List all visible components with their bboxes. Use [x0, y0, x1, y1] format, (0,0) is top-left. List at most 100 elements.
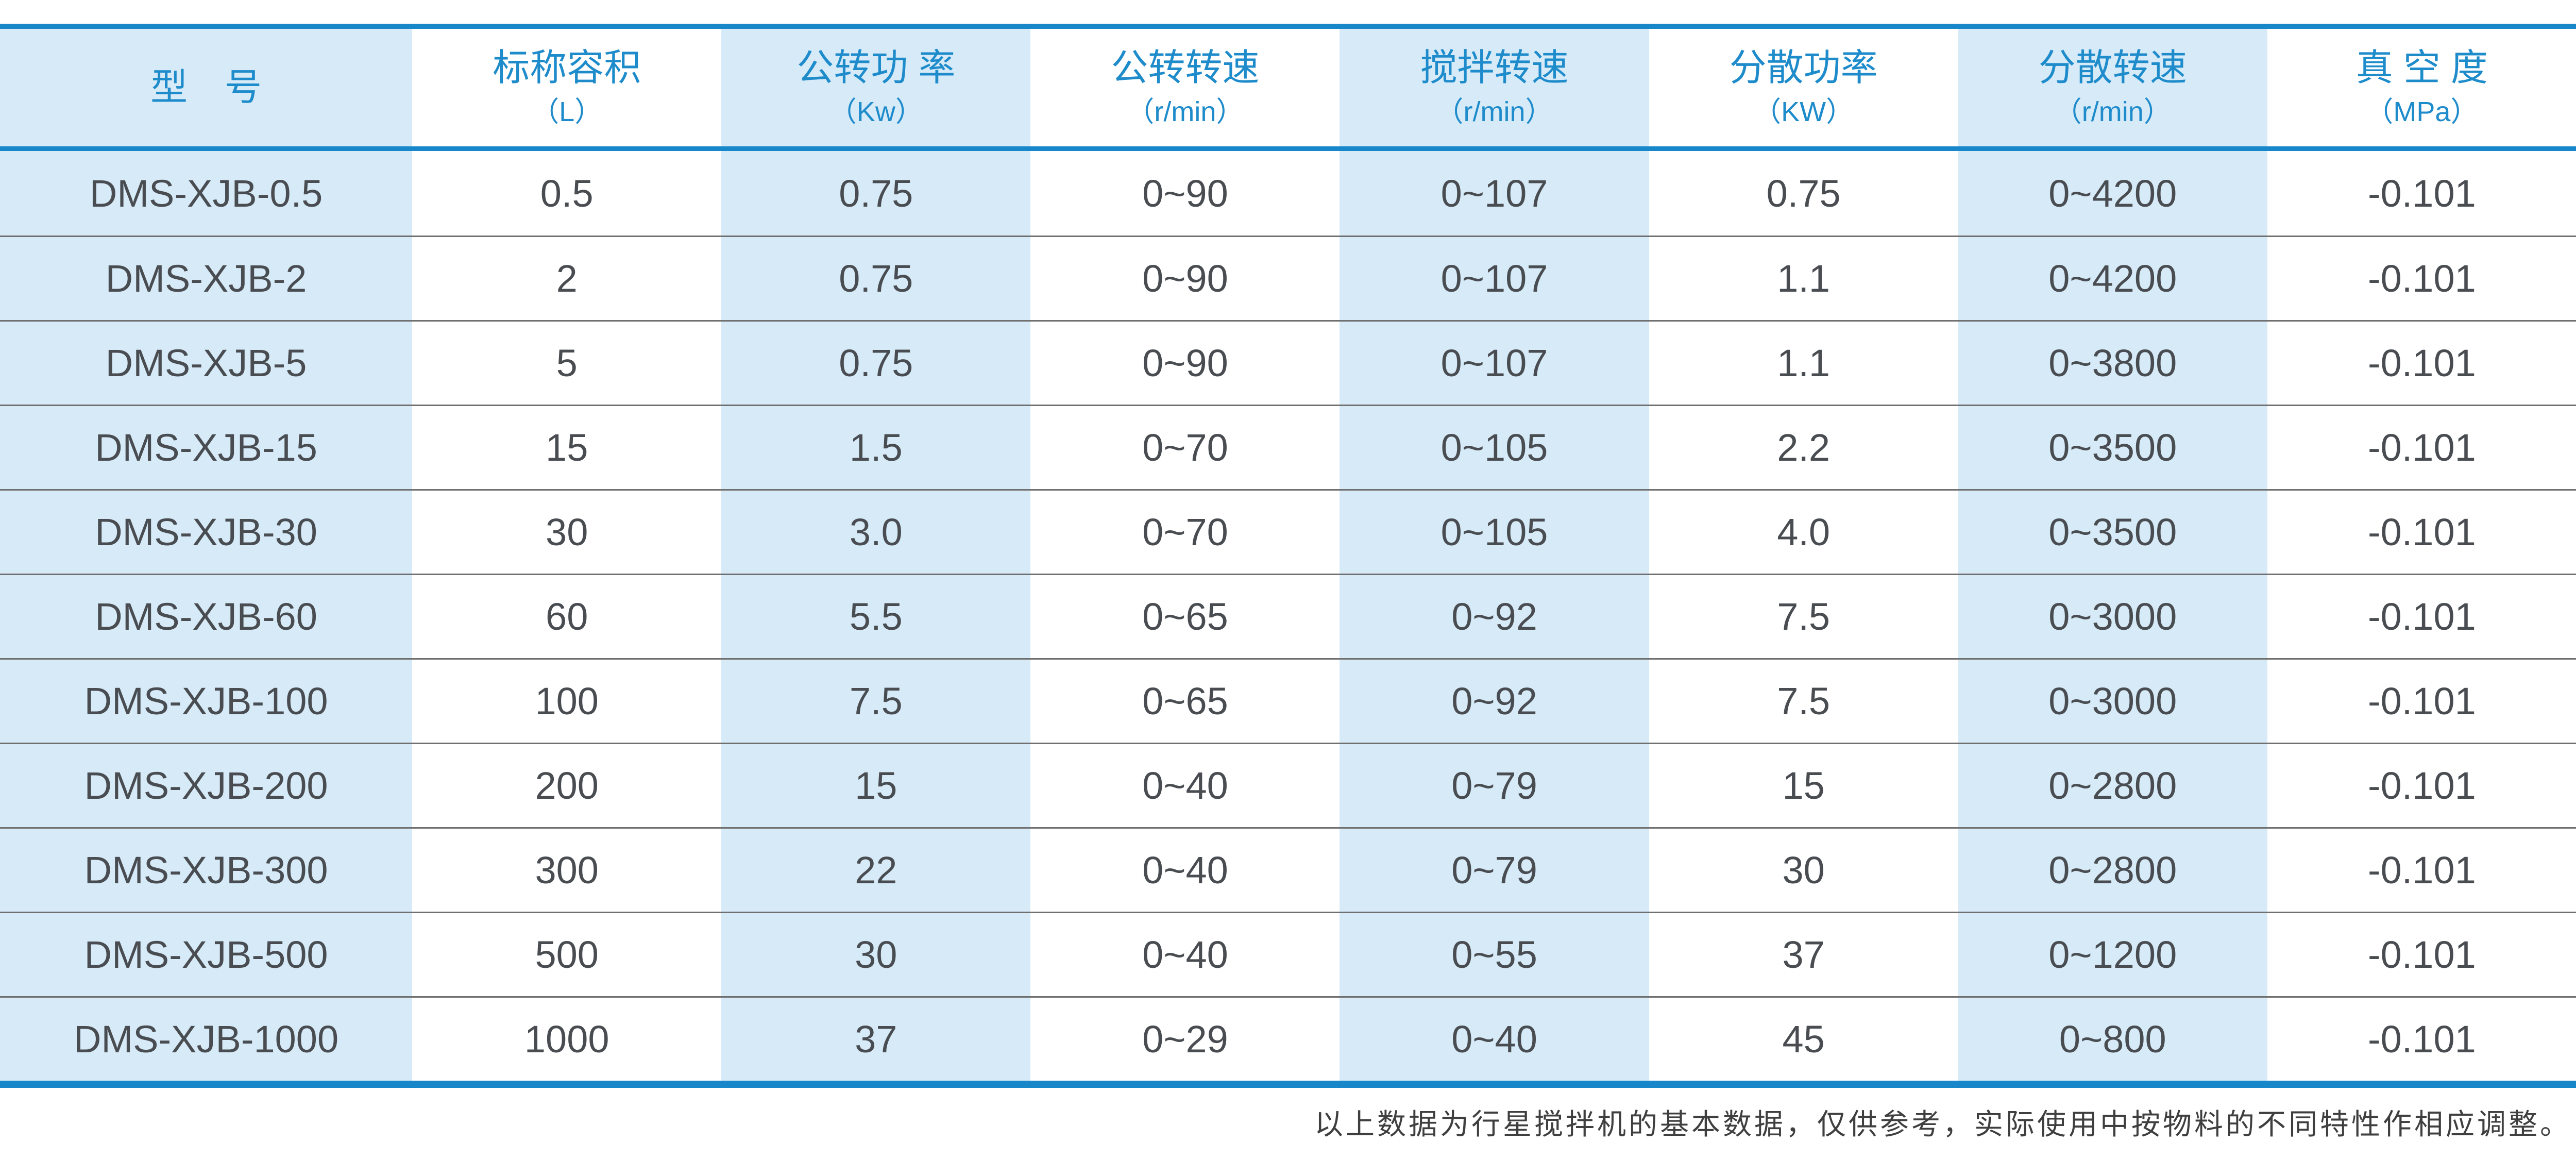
model-cell: DMS-XJB-200	[0, 744, 413, 827]
model-cell: DMS-XJB-2	[0, 237, 413, 320]
table-body: DMS-XJB-0.5 0.5 0.75 0~90 0~107 0.75 0~4200 -0.…	[0, 151, 2576, 1081]
value-cell: 0~90	[1030, 151, 1340, 236]
value-cell: 0~92	[1340, 575, 1649, 658]
col-header-model: 型 号	[0, 29, 413, 146]
col-header-dispersion-speed: 分散转速 （r/min）	[1958, 29, 2267, 146]
value-cell: 30	[721, 913, 1031, 996]
value-cell: -0.101	[2267, 237, 2576, 320]
value-cell: 22	[721, 829, 1031, 912]
value-cell: 4.0	[1649, 491, 1958, 574]
table-row: DMS-XJB-200 200 15 0~40 0~79 15 0~2800 -0.101	[0, 743, 2576, 827]
value-cell: 0~107	[1340, 151, 1649, 236]
value-cell: 0~107	[1340, 322, 1649, 405]
col-header-unit: （KW）	[1753, 96, 1854, 127]
value-cell: -0.101	[2267, 406, 2576, 489]
value-cell: 0~3800	[1958, 322, 2267, 405]
col-header-unit: （r/min）	[2054, 96, 2172, 127]
footnote: 以上数据为行星搅拌机的基本数据，仅供参考，实际使用中按物料的不同特性作相应调整。	[1314, 1108, 2571, 1141]
value-cell: 0~90	[1030, 322, 1340, 405]
value-cell: -0.101	[2267, 151, 2576, 236]
col-header-unit: （MPa）	[2365, 96, 2479, 127]
col-header-stirring-speed: 搅拌转速 （r/min）	[1340, 29, 1649, 146]
col-header-revolution-power: 公转功 率 （Kw）	[721, 29, 1031, 146]
value-cell: 1.1	[1649, 322, 1958, 405]
value-cell: 0~92	[1340, 660, 1649, 743]
table-row: DMS-XJB-100 100 7.5 0~65 0~92 7.5 0~3000 -0.101	[0, 658, 2576, 743]
table-header-row: 型 号 标称容积 （L） 公转功 率 （Kw） 公转转速 （r/min） 搅拌转…	[0, 29, 2576, 151]
value-cell: 1.1	[1649, 237, 1958, 320]
col-header-title: 分散转速	[2038, 47, 2187, 89]
col-header-unit: （L）	[531, 96, 603, 127]
col-header-title: 分散功率	[1729, 47, 1878, 89]
col-header-vacuum-degree: 真 空 度 （MPa）	[2267, 29, 2576, 146]
col-header-unit: （r/min）	[1126, 96, 1244, 127]
value-cell: -0.101	[2267, 491, 2576, 574]
value-cell: 0.5	[412, 151, 722, 236]
value-cell: 0~3000	[1958, 660, 2267, 743]
value-cell: 200	[412, 744, 722, 827]
col-header-nominal-volume: 标称容积 （L）	[412, 29, 722, 146]
value-cell: 60	[412, 575, 722, 658]
value-cell: 1000	[412, 998, 722, 1081]
table-row: DMS-XJB-0.5 0.5 0.75 0~90 0~107 0.75 0~4200 -0.…	[0, 151, 2576, 236]
value-cell: 0~55	[1340, 913, 1649, 996]
value-cell: 0~70	[1030, 406, 1340, 489]
value-cell: 500	[412, 913, 722, 996]
table-row: DMS-XJB-2 2 0.75 0~90 0~107 1.1 0~4200 -0.101	[0, 236, 2576, 320]
table-row: DMS-XJB-300 300 22 0~40 0~79 30 0~2800 -0.101	[0, 827, 2576, 912]
value-cell: 0.75	[1649, 151, 1958, 236]
col-header-title: 标称容积	[493, 47, 641, 89]
value-cell: 0~40	[1340, 998, 1649, 1081]
value-cell: -0.101	[2267, 322, 2576, 405]
col-header-title: 公转功 率	[796, 47, 956, 89]
model-cell: DMS-XJB-5	[0, 322, 413, 405]
value-cell: 0~3500	[1958, 491, 2267, 574]
table-row: DMS-XJB-15 15 1.5 0~70 0~105 2.2 0~3500 -0.101	[0, 405, 2576, 489]
value-cell: 0~105	[1340, 491, 1649, 574]
value-cell: -0.101	[2267, 660, 2576, 743]
value-cell: 0~65	[1030, 660, 1340, 743]
value-cell: 7.5	[1649, 575, 1958, 658]
col-header-title: 真 空 度	[2355, 47, 2488, 89]
value-cell: 15	[721, 744, 1031, 827]
value-cell: 0~79	[1340, 829, 1649, 912]
value-cell: -0.101	[2267, 575, 2576, 658]
value-cell: 1.5	[721, 406, 1031, 489]
value-cell: 100	[412, 660, 722, 743]
model-cell: DMS-XJB-1000	[0, 998, 413, 1081]
value-cell: 0~70	[1030, 491, 1340, 574]
value-cell: 0~2800	[1958, 829, 2267, 912]
value-cell: 0~79	[1340, 744, 1649, 827]
model-cell: DMS-XJB-300	[0, 829, 413, 912]
value-cell: -0.101	[2267, 998, 2576, 1081]
value-cell: 7.5	[1649, 660, 1958, 743]
model-cell: DMS-XJB-15	[0, 406, 413, 489]
value-cell: 2.2	[1649, 406, 1958, 489]
col-header-title: 搅拌转速	[1420, 47, 1569, 89]
value-cell: 5	[412, 322, 722, 405]
value-cell: 0~4200	[1958, 237, 2267, 320]
table-row: DMS-XJB-30 30 3.0 0~70 0~105 4.0 0~3500 -0.101	[0, 489, 2576, 574]
model-cell: DMS-XJB-30	[0, 491, 413, 574]
value-cell: 0~107	[1340, 237, 1649, 320]
col-header-unit: （r/min）	[1435, 96, 1553, 127]
value-cell: 45	[1649, 998, 1958, 1081]
col-header-dispersion-power: 分散功率 （KW）	[1649, 29, 1958, 146]
table-row: DMS-XJB-60 60 5.5 0~65 0~92 7.5 0~3000 -0.101	[0, 574, 2576, 658]
value-cell: 7.5	[721, 660, 1031, 743]
value-cell: 300	[412, 829, 722, 912]
value-cell: 0~65	[1030, 575, 1340, 658]
value-cell: 15	[412, 406, 722, 489]
model-cell: DMS-XJB-60	[0, 575, 413, 658]
value-cell: 3.0	[721, 491, 1031, 574]
value-cell: 0~29	[1030, 998, 1340, 1081]
value-cell: 0~1200	[1958, 913, 2267, 996]
col-header-revolution-speed: 公转转速 （r/min）	[1030, 29, 1340, 146]
value-cell: 0~800	[1958, 998, 2267, 1081]
value-cell: 0~40	[1030, 913, 1340, 996]
value-cell: 0~3000	[1958, 575, 2267, 658]
value-cell: 37	[1649, 913, 1958, 996]
value-cell: 0~40	[1030, 829, 1340, 912]
model-cell: DMS-XJB-100	[0, 660, 413, 743]
value-cell: 0~105	[1340, 406, 1649, 489]
